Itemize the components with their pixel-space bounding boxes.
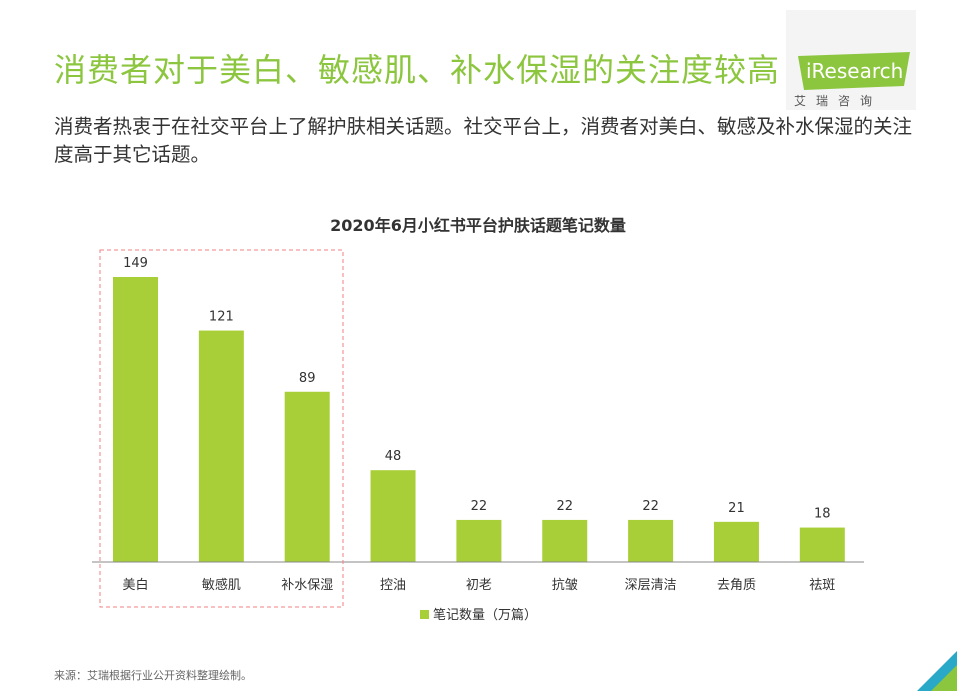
value-label-4: 48 [385,449,402,464]
x-tick-label-9: 祛斑 [809,577,835,593]
x-tick-label-3: 补水保湿 [281,578,333,593]
x-tick-label-6: 抗皱 [552,577,578,593]
legend-label: 笔记数量（万篇） [433,607,537,623]
logo-mark: iResearch [798,52,910,90]
page-headline: 消费者对于美白、敏感肌、补水保湿的关注度较高 [54,51,781,89]
bar-4 [370,470,416,562]
bar-2 [198,330,244,562]
bar-6 [542,519,588,562]
bar-1 [113,277,158,562]
x-tick-label-4: 控油 [380,578,406,593]
bar-8 [713,521,759,562]
x-tick-labels-group: 美白 敏感肌 补水保湿 控油 初老 抗皱 深层清洁 去角质 祛斑 [122,577,835,593]
value-label-7: 22 [642,499,659,514]
x-tick-label-1: 美白 [122,577,148,593]
corner-decoration [917,651,957,691]
value-label-5: 22 [471,499,488,514]
x-tick-label-2: 敏感肌 [202,577,241,593]
highlight-box [99,249,344,608]
page-subtitle: 消费者热衷于在社交平台上了解护肤相关话题。社交平台上，消费者对美白、敏感及补水保… [54,115,913,166]
bar-7 [628,519,674,562]
bar-9 [799,527,845,562]
bar-3 [284,391,330,562]
chart-title: 2020年6月小红书平台护肤话题笔记数量 [330,216,626,235]
bars-group [113,277,845,562]
value-label-6: 22 [556,499,573,514]
x-tick-label-5: 初老 [466,578,492,593]
legend-swatch [420,610,429,619]
value-labels-group: 149 121 89 48 22 22 22 21 18 [123,256,830,522]
source-note: 来源：艾瑞根据行业公开资料整理绘制。 [54,669,252,682]
value-label-8: 21 [728,501,745,516]
value-label-2: 121 [209,310,234,325]
iresearch-logo: iResearch 艾瑞咨询 [786,10,916,110]
logo-shape [798,52,910,90]
x-tick-label-7: 深层清洁 [625,578,677,593]
x-tick-label-8: 去角质 [717,578,756,593]
value-label-3: 89 [299,371,316,386]
bar-5 [456,519,502,562]
logo-tagline: 艾瑞咨询 [794,94,883,108]
logo-brand-text: iResearch [806,59,903,83]
value-label-9: 18 [814,507,831,522]
value-label-1: 149 [123,256,148,271]
